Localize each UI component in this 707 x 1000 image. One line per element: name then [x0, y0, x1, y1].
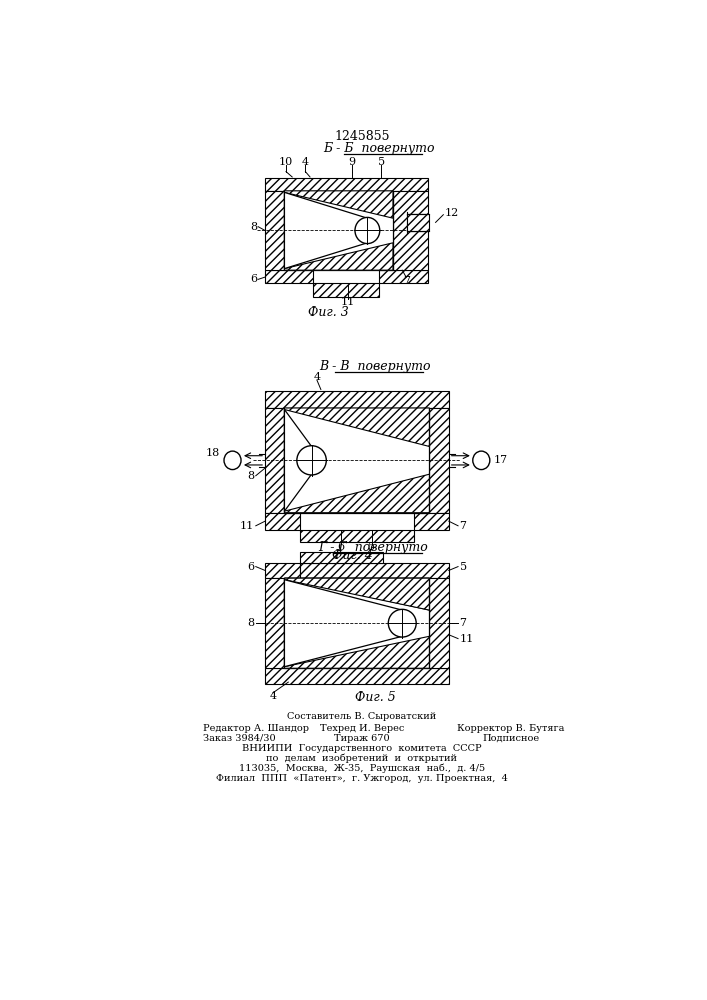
Text: Фиг. 4: Фиг. 4 — [332, 549, 373, 562]
Polygon shape — [284, 408, 429, 513]
Polygon shape — [284, 243, 393, 270]
Text: 11: 11 — [240, 521, 255, 531]
Polygon shape — [379, 270, 428, 283]
Polygon shape — [284, 191, 393, 270]
Polygon shape — [284, 578, 429, 610]
Polygon shape — [284, 636, 429, 668]
Polygon shape — [393, 191, 428, 270]
Text: Б - Б  повернуто: Б - Б повернуто — [323, 142, 435, 155]
Text: Редактор А. Шандор: Редактор А. Шандор — [203, 724, 309, 733]
Text: 7: 7 — [402, 276, 409, 286]
Text: Составитель В. Сыроватский: Составитель В. Сыроватский — [287, 712, 437, 721]
Polygon shape — [407, 214, 428, 231]
Polygon shape — [284, 578, 429, 610]
Polygon shape — [284, 580, 402, 667]
Text: В - В  повернуто: В - В повернуто — [320, 360, 431, 373]
Polygon shape — [429, 578, 449, 668]
Ellipse shape — [473, 451, 490, 470]
Polygon shape — [284, 408, 429, 446]
Text: ВНИИПИ  Государственного  комитета  СССР: ВНИИПИ Государственного комитета СССР — [242, 744, 481, 753]
Text: Филиал  ППП  «Патент»,  г. Ужгород,  ул. Проектная,  4: Филиал ППП «Патент», г. Ужгород, ул. Про… — [216, 774, 508, 783]
Polygon shape — [284, 410, 312, 511]
Text: 4: 4 — [269, 691, 276, 701]
Polygon shape — [313, 283, 379, 297]
Text: 17: 17 — [493, 455, 508, 465]
Text: 1245855: 1245855 — [334, 130, 390, 143]
Text: 9: 9 — [349, 157, 356, 167]
Text: 6: 6 — [337, 542, 344, 552]
Polygon shape — [265, 513, 300, 530]
Text: 4: 4 — [302, 157, 309, 167]
Text: 8: 8 — [250, 222, 257, 232]
Polygon shape — [429, 408, 449, 513]
Text: 5: 5 — [378, 157, 385, 167]
Polygon shape — [300, 530, 414, 542]
Polygon shape — [265, 668, 449, 684]
Polygon shape — [284, 192, 368, 269]
Text: 11: 11 — [460, 634, 474, 644]
Text: 10: 10 — [279, 157, 293, 167]
Text: Техред И. Верес: Техред И. Верес — [320, 724, 404, 733]
Text: 7: 7 — [460, 618, 467, 628]
Ellipse shape — [224, 451, 241, 470]
Polygon shape — [284, 578, 429, 668]
Text: 4: 4 — [313, 372, 320, 382]
Polygon shape — [284, 191, 393, 218]
Text: Фиг. 5: Фиг. 5 — [355, 691, 395, 704]
Polygon shape — [265, 191, 284, 270]
Text: 6: 6 — [247, 562, 255, 572]
Polygon shape — [265, 178, 428, 191]
Polygon shape — [265, 270, 313, 283]
Text: Заказ 3984/30: Заказ 3984/30 — [203, 734, 276, 743]
Text: по  делам  изобретений  и  открытий: по делам изобретений и открытий — [267, 754, 457, 763]
Ellipse shape — [388, 609, 416, 637]
Text: 5: 5 — [460, 562, 467, 572]
Text: Подписное: Подписное — [482, 734, 539, 743]
Text: Фиг. 3: Фиг. 3 — [308, 306, 349, 319]
Polygon shape — [265, 578, 284, 668]
Text: 6: 6 — [250, 274, 257, 284]
Text: 8: 8 — [247, 618, 255, 628]
Polygon shape — [265, 563, 300, 578]
Text: 8: 8 — [247, 471, 255, 481]
Text: Корректор В. Бутяга: Корректор В. Бутяга — [457, 724, 564, 733]
Text: Г - Г  повернуто: Г - Г повернуто — [319, 541, 428, 554]
Polygon shape — [265, 391, 449, 408]
Text: 113035,  Москва,  Ж-35,  Раушская  наб.,  д. 4/5: 113035, Москва, Ж-35, Раушская наб., д. … — [239, 764, 485, 773]
Text: 5: 5 — [368, 542, 375, 552]
Polygon shape — [300, 563, 449, 578]
Polygon shape — [284, 474, 429, 513]
Polygon shape — [265, 408, 284, 513]
Text: 18: 18 — [206, 448, 220, 458]
Text: 11: 11 — [341, 297, 355, 307]
Polygon shape — [414, 513, 449, 530]
Text: Тираж 670: Тираж 670 — [334, 734, 390, 743]
Text: 7: 7 — [460, 521, 467, 531]
Ellipse shape — [355, 217, 380, 244]
Text: 12: 12 — [445, 208, 459, 218]
Polygon shape — [300, 552, 383, 563]
Ellipse shape — [297, 446, 327, 475]
